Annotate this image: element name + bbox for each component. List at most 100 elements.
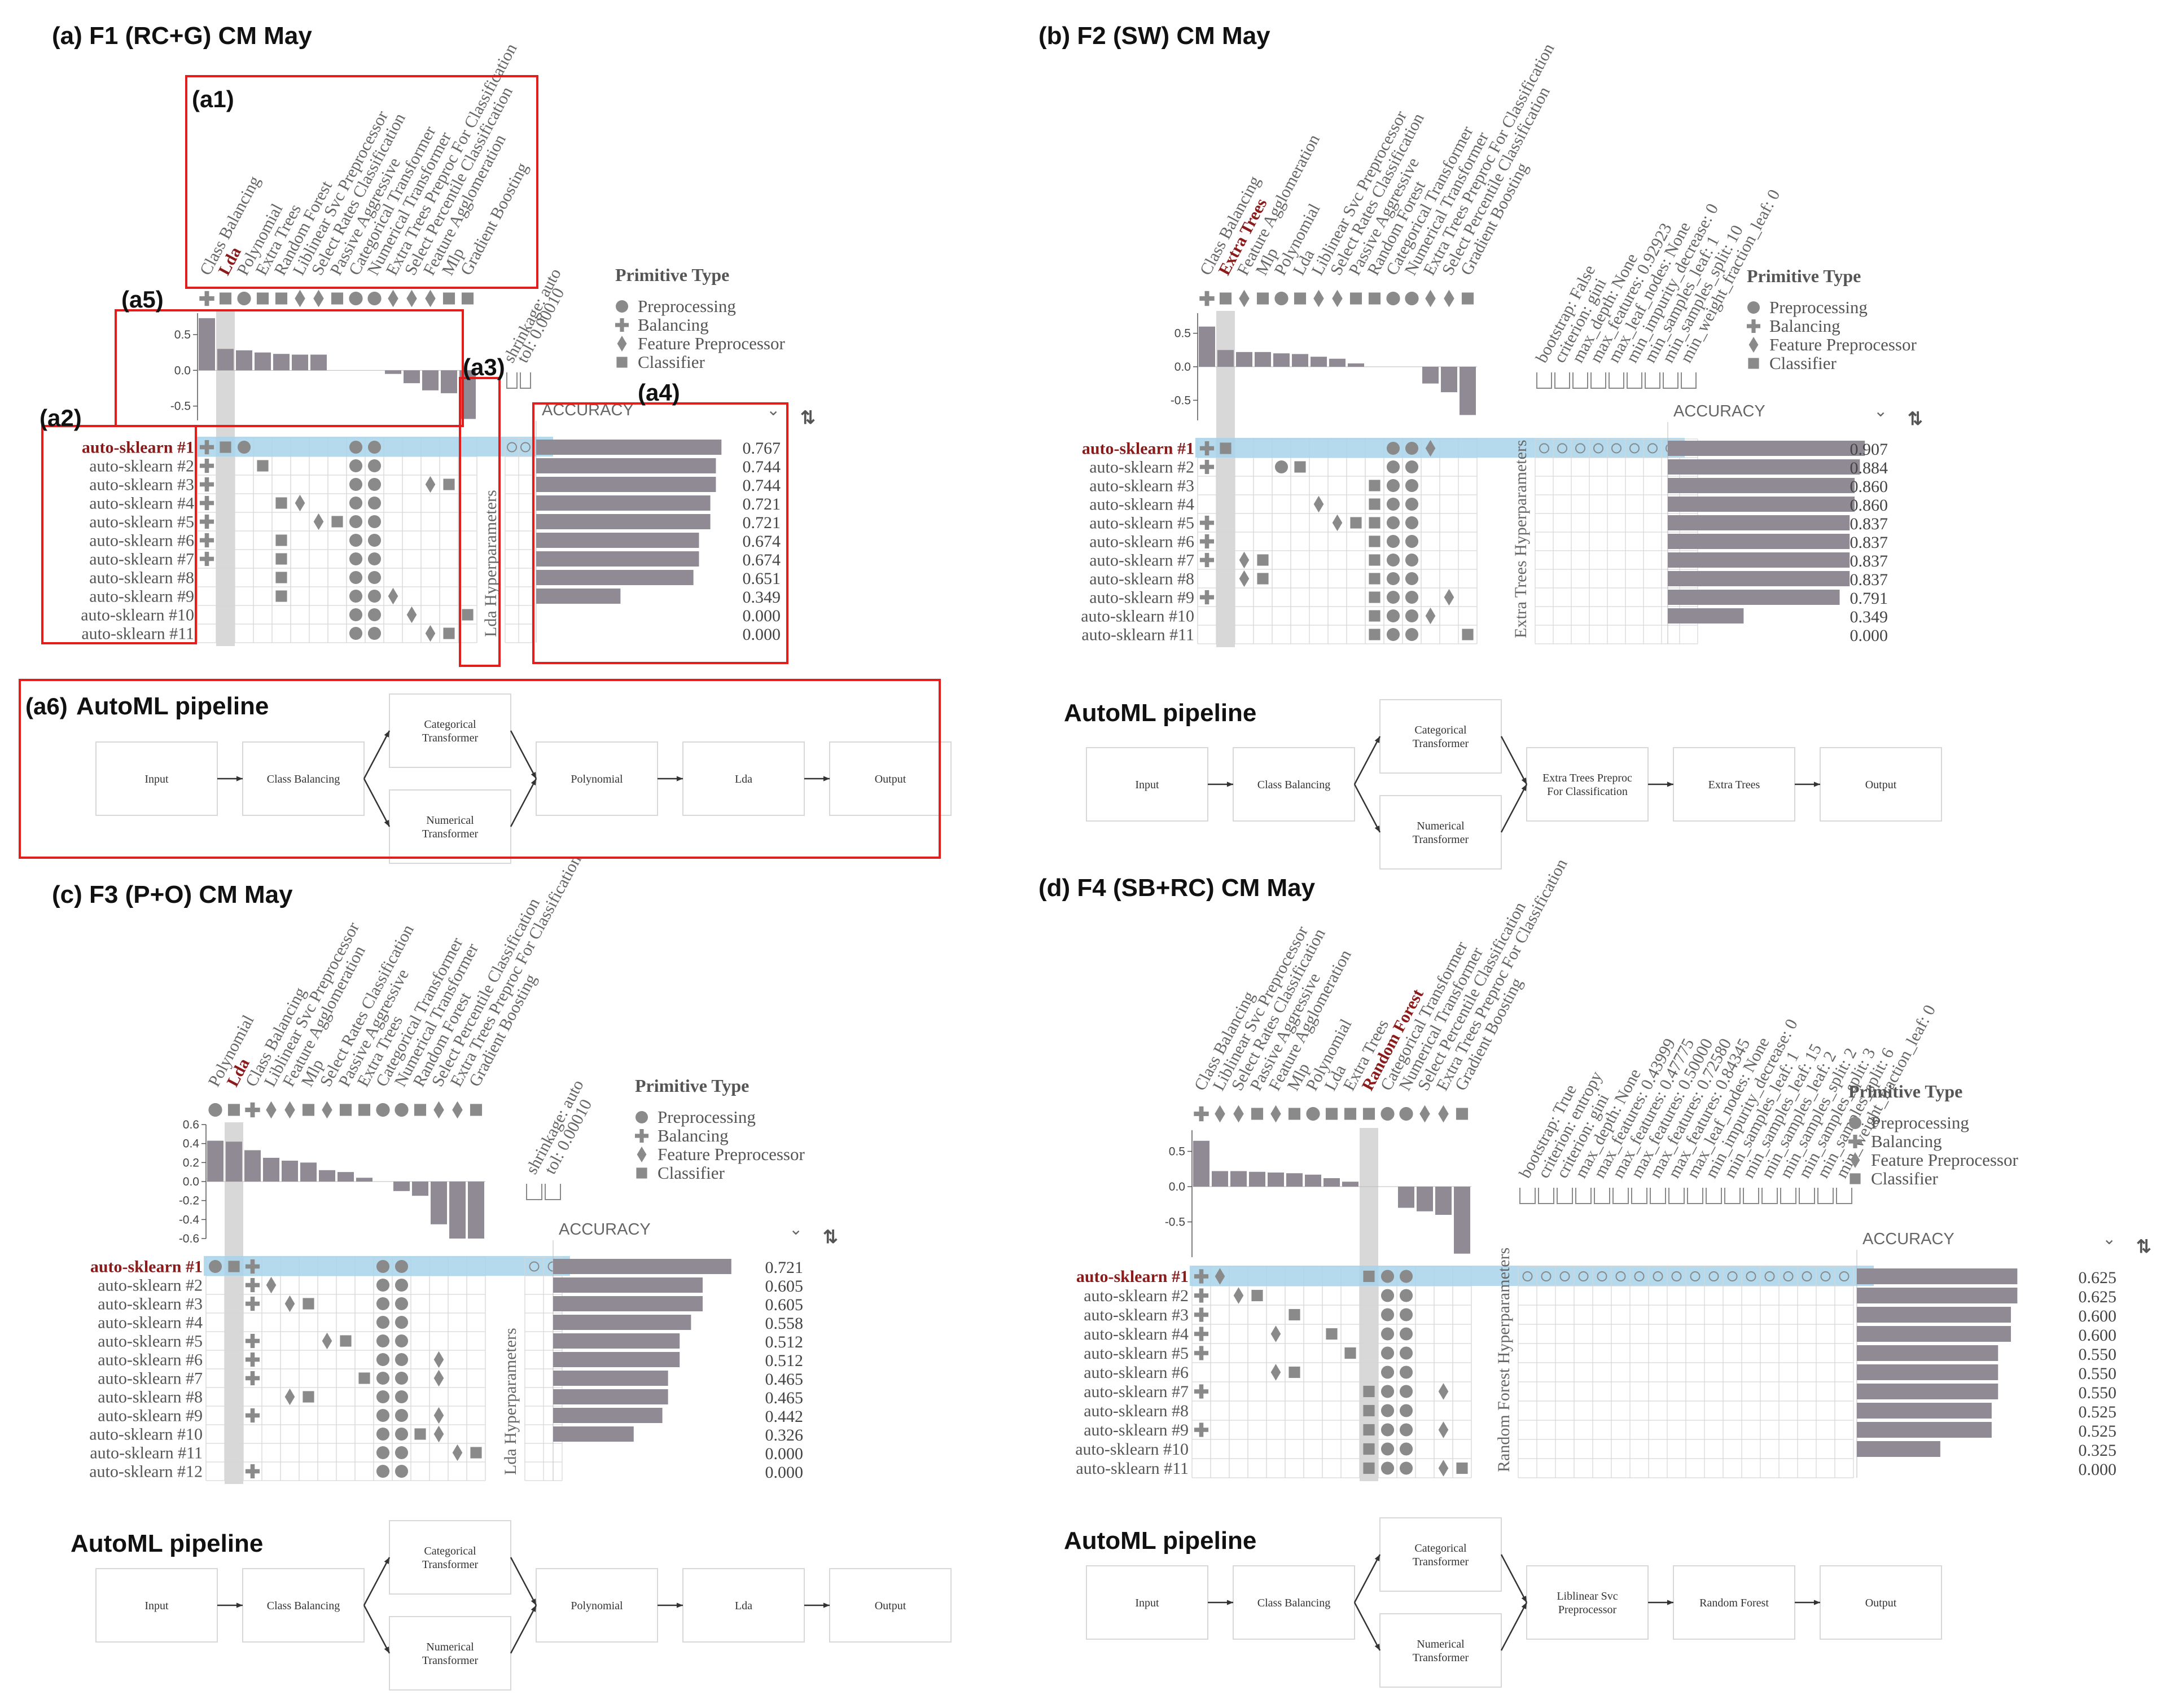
hyperparameter-bracket [1681,372,1697,389]
primitive-type-icon [1368,292,1381,305]
usage-icon-v [1204,459,1209,475]
usage-icon-circle [367,459,382,473]
pipeline-label: auto-sklearn #6 [89,532,194,550]
usage-icon-diamond [1313,495,1324,513]
primitive-type-icon [322,1101,332,1119]
primitive-type-icon-circle [1386,291,1400,306]
usage-icon-diamond [322,1332,332,1350]
correlation-bar [1217,350,1234,367]
primitive-type-icon [237,291,251,306]
primitive-type-icon-v [1199,1106,1204,1122]
legend-icon-diamond [1748,337,1759,353]
pipeline-label: auto-sklearn #10 [81,606,194,625]
pipeline-arrowhead [531,772,536,779]
usage-icon [1199,590,1215,605]
legend-label: Classifier [638,352,705,372]
usage-icon-circle [1380,1270,1395,1283]
primitive-type-icon [1199,291,1215,306]
primitive-type-icon [266,1101,277,1119]
chevron-down-icon: ⌄ [1874,402,1887,420]
accuracy-bar [536,440,722,455]
primitive-type-icon [1313,289,1324,308]
primitive-type-icon [219,292,232,305]
usage-icon-circle [367,589,382,603]
correlation-bar [412,1182,428,1196]
usage-icon [1405,460,1419,474]
pipeline-title: AutoML pipeline [71,1530,263,1557]
pipeline-node-label: Input [1135,779,1159,791]
primitive-type-icon-square [1368,292,1381,305]
primitive-type-icon-circle [349,291,363,306]
usage-icon-circle [1386,609,1400,623]
primitive-type-icon [1386,291,1400,306]
usage-icon [245,1464,260,1479]
hyperparameter-title: Extra Trees Hyperparameters [1511,440,1530,638]
legend-label: Preprocessing [1871,1113,1969,1132]
correlation-bar [1311,357,1327,367]
usage-icon-circle [1386,534,1400,548]
pipeline-label: auto-sklearn #10 [89,1425,203,1444]
pipeline-label: auto-sklearn #2 [1084,1287,1189,1305]
hyperparameter-dot [1559,1271,1570,1281]
usage-icon [1194,1327,1209,1341]
usage-icon-square [1289,1309,1300,1321]
usage-icon-circle [1399,1461,1413,1475]
correlation-bar [1398,1187,1414,1208]
usage-icon [1399,1289,1413,1302]
usage-icon [376,1353,390,1367]
usage-icon [349,608,363,622]
usage-icon-square [1369,629,1380,640]
usage-icon [245,1371,260,1386]
usage-icon-circle [349,477,363,491]
usage-icon-square [275,497,287,509]
usage-icon-v [250,1371,255,1386]
pipeline-label: auto-sklearn #5 [98,1332,203,1351]
pipeline-node-label: Polynomial [571,773,623,785]
usage-icon [376,1446,390,1460]
usage-icon [1399,1423,1413,1437]
accuracy-value: 0.325 [2079,1441,2117,1460]
pipeline-node-label: Output [875,1600,906,1612]
pipeline-label: auto-sklearn #9 [1084,1421,1189,1439]
legend-label: Balancing [1871,1131,1942,1151]
usage-icon-square [220,441,231,453]
accuracy-bar [1668,478,1855,493]
hyperparameter-bracket [1557,1188,1573,1204]
usage-icon-circle [1386,460,1400,474]
legend-icon [617,336,627,352]
usage-icon [1399,1404,1413,1417]
usage-icon-diamond [425,476,436,493]
pipeline-arrowhead [1374,1644,1380,1650]
usage-icon-square [257,460,269,472]
primitive-type-icon [1344,1108,1357,1120]
legend-icon [616,300,628,313]
accuracy-value: 0.000 [743,607,781,625]
usage-icon [266,1276,277,1294]
usage-icon [376,1427,390,1441]
pipeline-node [1379,795,1502,870]
usage-icon-square [340,1335,352,1347]
usage-icon [1399,1385,1413,1398]
primitive-type-icon-circle [1399,1107,1413,1121]
pipeline-node-label: Transformer [422,1654,479,1667]
pipeline-node-label: Polynomial [571,1600,623,1612]
usage-icon-square [275,590,287,602]
primitive-type-icon [1325,1108,1338,1120]
usage-icon [257,460,269,472]
usage-icon-v [1199,1422,1204,1437]
usage-icon [395,1315,409,1329]
legend-icon-diamond [617,336,627,352]
accuracy-bar [1857,1403,1992,1419]
pipeline-edge [1500,736,1528,785]
legend-icon-v [620,318,624,332]
primitive-type-icon [358,1104,371,1116]
usage-icon-circle [1386,497,1400,511]
pipeline-label: auto-sklearn #8 [1084,1402,1189,1420]
usage-icon [1399,1346,1413,1360]
pipeline-node [829,741,952,816]
usage-icon [245,1296,260,1311]
pipeline-node [389,1520,511,1595]
usage-icon [1369,480,1380,491]
primitive-type-icon [1294,292,1307,305]
legend-icon [1850,1152,1860,1168]
